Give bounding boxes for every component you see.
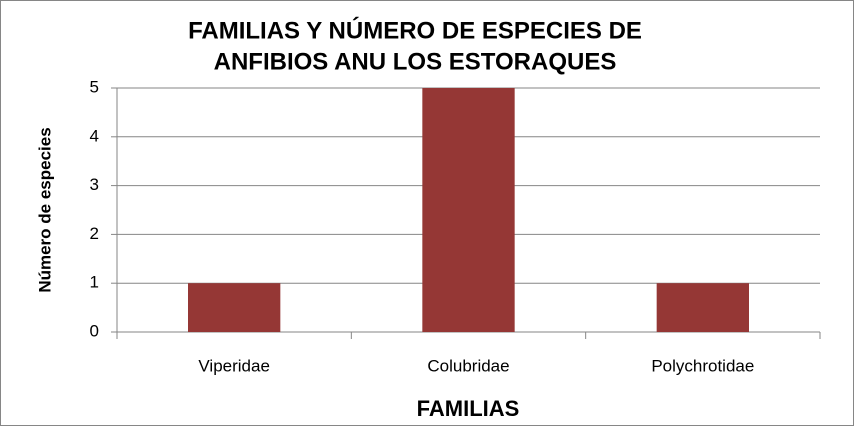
x-tick-label: Viperidae bbox=[198, 356, 270, 375]
y-tick-label: 1 bbox=[90, 273, 99, 292]
chart-title: FAMILIAS Y NÚMERO DE ESPECIES DE bbox=[188, 16, 642, 44]
y-tick-label: 0 bbox=[90, 321, 99, 340]
chart-title: ANFIBIOS ANU LOS ESTORAQUES bbox=[214, 48, 617, 75]
y-tick-label: 3 bbox=[90, 175, 99, 194]
x-axis-label: FAMILIAS bbox=[417, 396, 520, 421]
y-tick-label: 4 bbox=[90, 126, 99, 145]
bar bbox=[656, 283, 749, 332]
x-tick-label: Polychrotidae bbox=[651, 356, 754, 375]
bar bbox=[188, 283, 281, 332]
y-axis-label: Número de especies bbox=[35, 127, 54, 292]
bar bbox=[422, 88, 515, 332]
y-tick-label: 2 bbox=[90, 224, 99, 243]
x-tick-label: Colubridae bbox=[427, 356, 509, 375]
y-tick-label: 5 bbox=[90, 77, 99, 96]
